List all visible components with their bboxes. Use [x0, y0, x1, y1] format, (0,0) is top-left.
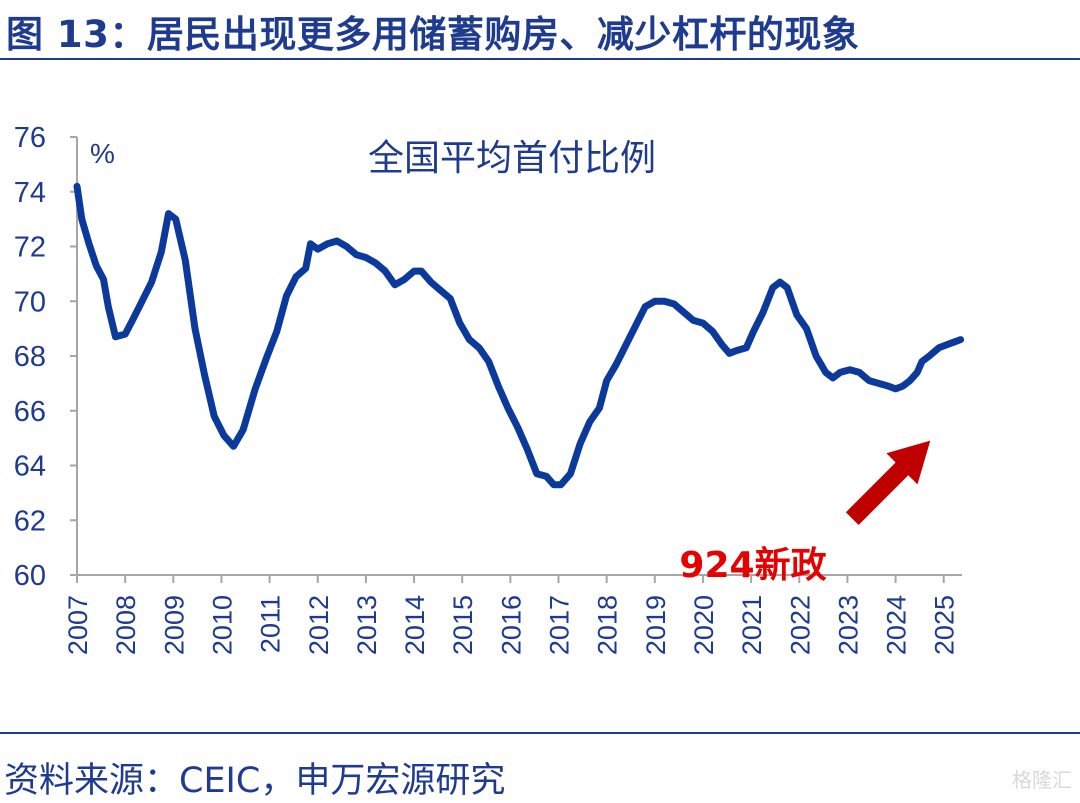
- title-divider: [0, 58, 1080, 60]
- y-tick-label: 64: [14, 451, 46, 483]
- y-tick-label: 70: [14, 286, 46, 318]
- x-tick-label: 2010: [207, 595, 237, 655]
- x-tick-label: 2023: [833, 595, 863, 655]
- y-axis-unit: %: [90, 138, 115, 169]
- x-axis: 2007 2008 2009 2010 2011 2012 2013 2014 2015 2016…: [63, 574, 962, 655]
- y-tick-label: 66: [14, 396, 46, 428]
- x-tick-label: 2014: [400, 595, 430, 655]
- x-tick-label: 2020: [689, 595, 719, 655]
- source-note: 资料来源：CEIC，申万宏源研究: [4, 761, 506, 801]
- x-tick-label: 2011: [256, 595, 286, 653]
- x-tick-label: 2009: [159, 595, 189, 655]
- x-tick-label: 2022: [785, 595, 815, 655]
- y-tick-label: 62: [14, 505, 46, 537]
- series-label: 全国平均首付比例: [368, 138, 656, 179]
- y-tick-label: 76: [14, 122, 46, 154]
- y-tick-label: 74: [14, 177, 46, 209]
- x-tick-label: 2018: [593, 595, 623, 655]
- x-tick-label: 2021: [737, 595, 767, 655]
- x-tick-label: 2017: [545, 595, 575, 655]
- arrow-icon: [845, 440, 931, 525]
- watermark: 格隆汇: [1012, 768, 1072, 792]
- footer-divider: [0, 732, 1080, 734]
- x-tick-label: 2019: [641, 595, 671, 655]
- x-tick-label: 2024: [882, 595, 912, 655]
- series-line: [73, 182, 965, 489]
- y-axis: 60 62 64 66 68 70 72 74 76: [14, 122, 78, 592]
- x-tick-label: 2012: [304, 595, 334, 655]
- x-tick-label: 2016: [496, 595, 526, 655]
- x-tick-label: 2007: [63, 595, 93, 655]
- x-tick-label: 2013: [352, 595, 382, 655]
- y-tick-label: 72: [14, 232, 46, 264]
- x-tick-label: 2015: [448, 595, 478, 655]
- annotation-label: 924新政: [679, 545, 826, 586]
- y-tick-label: 68: [14, 341, 46, 373]
- x-tick-label: 2025: [930, 595, 960, 655]
- figure-title: 图 13：居民出现更多用储蓄购房、减少杠杆的现象: [6, 13, 860, 56]
- x-tick-label: 2008: [111, 595, 141, 655]
- y-tick-label: 60: [14, 560, 46, 592]
